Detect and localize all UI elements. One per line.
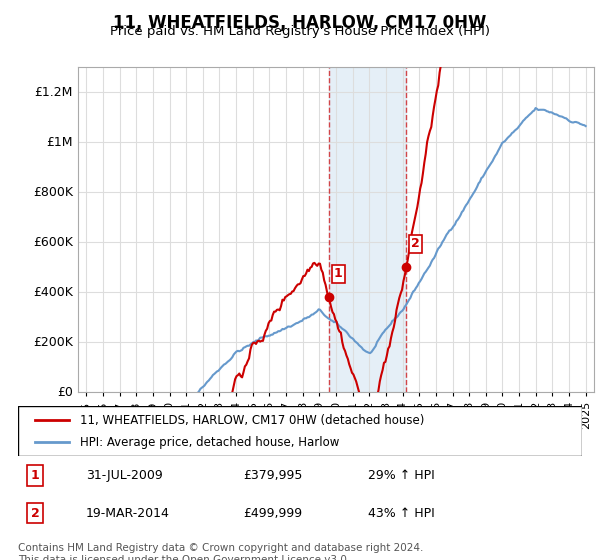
Text: 11, WHEATFIELDS, HARLOW, CM17 0HW: 11, WHEATFIELDS, HARLOW, CM17 0HW <box>113 14 487 32</box>
Text: 1: 1 <box>31 469 39 482</box>
FancyBboxPatch shape <box>18 406 582 456</box>
Text: £1.2M: £1.2M <box>34 86 73 99</box>
Text: £499,999: £499,999 <box>244 507 303 520</box>
Text: HPI: Average price, detached house, Harlow: HPI: Average price, detached house, Harl… <box>80 436 340 449</box>
Text: £600K: £600K <box>33 236 73 249</box>
Text: 2: 2 <box>411 237 420 250</box>
Text: 2: 2 <box>31 507 39 520</box>
Text: 29% ↑ HPI: 29% ↑ HPI <box>368 469 434 482</box>
Text: £379,995: £379,995 <box>244 469 303 482</box>
Text: £1M: £1M <box>46 136 73 148</box>
Text: £0: £0 <box>57 385 73 399</box>
Text: 11, WHEATFIELDS, HARLOW, CM17 0HW (detached house): 11, WHEATFIELDS, HARLOW, CM17 0HW (detac… <box>80 414 424 427</box>
Text: 19-MAR-2014: 19-MAR-2014 <box>86 507 170 520</box>
Text: £800K: £800K <box>33 185 73 199</box>
Text: £400K: £400K <box>33 286 73 298</box>
Text: £200K: £200K <box>33 335 73 348</box>
Text: 1: 1 <box>334 267 343 280</box>
Text: 43% ↑ HPI: 43% ↑ HPI <box>368 507 434 520</box>
Text: Contains HM Land Registry data © Crown copyright and database right 2024.
This d: Contains HM Land Registry data © Crown c… <box>18 543 424 560</box>
Text: Price paid vs. HM Land Registry's House Price Index (HPI): Price paid vs. HM Land Registry's House … <box>110 25 490 38</box>
Text: 31-JUL-2009: 31-JUL-2009 <box>86 469 163 482</box>
Bar <box>329 67 406 392</box>
